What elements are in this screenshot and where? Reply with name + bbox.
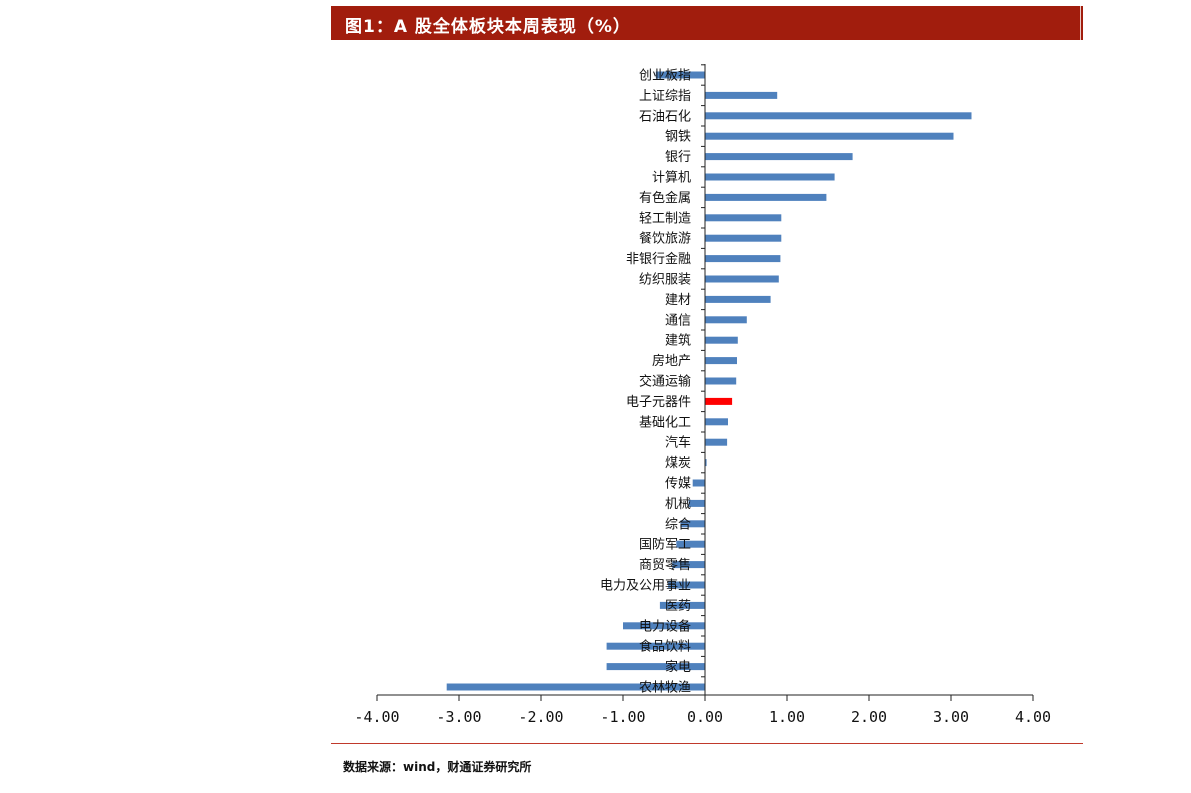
x-tick-label-1: -3.00	[436, 708, 481, 726]
bar-28	[606, 642, 705, 650]
bar-12	[705, 316, 747, 324]
x-tick-label-7: 3.00	[933, 708, 969, 726]
source-divider	[331, 743, 1083, 744]
category-label-2: 石油石化	[639, 109, 691, 124]
bar-24	[672, 561, 705, 569]
bar-16	[705, 397, 733, 405]
category-label-17: 基础化工	[639, 415, 691, 430]
bar-13	[705, 336, 738, 344]
x-tick-label-2: -2.00	[518, 708, 563, 726]
category-label-7: 轻工制造	[639, 211, 691, 226]
category-label-4: 银行	[665, 150, 691, 165]
bar-21	[688, 499, 705, 507]
bar-25	[668, 581, 705, 589]
bar-10	[705, 275, 779, 283]
category-label-27: 电力设备	[639, 618, 691, 634]
x-tick-label-3: -1.00	[600, 708, 645, 726]
category-label-29: 家电	[665, 659, 691, 675]
category-label-28: 食品饮料	[639, 639, 691, 655]
bar-14	[705, 357, 737, 365]
bar-29	[606, 663, 705, 671]
category-label-16: 电子元器件	[626, 395, 691, 410]
category-label-18: 汽车	[665, 435, 691, 451]
chart-title: 图1：A 股全体板块本周表现（%）	[345, 17, 631, 37]
x-tick-label-5: 1.00	[769, 708, 805, 726]
bar-26	[659, 601, 705, 609]
bar-18	[705, 438, 728, 446]
category-label-10: 纺织服装	[639, 273, 691, 288]
category-label-6: 有色金属	[639, 190, 691, 206]
bar-27	[623, 622, 705, 630]
category-label-5: 计算机	[652, 171, 691, 186]
category-label-0: 创业板指	[639, 69, 691, 84]
bar-group	[446, 71, 972, 691]
bar-7	[705, 214, 782, 222]
category-label-23: 国防军工	[639, 537, 691, 553]
bar-9	[705, 255, 781, 263]
bar-17	[705, 418, 728, 426]
bar-3	[705, 132, 954, 140]
bar-30	[446, 683, 705, 691]
bar-2	[705, 112, 972, 120]
bar-6	[705, 193, 827, 201]
bar-19	[705, 459, 707, 467]
category-label-15: 交通运输	[639, 374, 691, 390]
category-label-20: 传媒	[665, 477, 691, 492]
category-label-8: 餐饮旅游	[639, 231, 691, 247]
category-label-19: 煤炭	[665, 456, 691, 471]
category-label-24: 商贸零售	[639, 557, 691, 573]
title-bar-edge	[1080, 6, 1083, 40]
bar-15	[705, 377, 737, 385]
chart-title-bar: 图1：A 股全体板块本周表现（%）	[331, 6, 1083, 40]
category-label-25: 电力及公用事业	[600, 579, 691, 594]
category-label-11: 建材	[665, 293, 691, 308]
source-note: 数据来源：wind，财通证券研究所	[343, 760, 532, 774]
category-label-9: 非银行金融	[626, 251, 691, 267]
bar-22	[680, 520, 705, 528]
category-label-13: 建筑	[665, 333, 691, 349]
category-label-26: 医药	[665, 599, 691, 614]
category-label-30: 农林牧渔	[639, 681, 691, 696]
category-label-14: 房地产	[652, 353, 691, 369]
category-label-1: 上证综指	[639, 89, 691, 104]
x-tick-label-0: -4.00	[354, 708, 399, 726]
category-label-3: 钢铁	[665, 130, 691, 145]
bar-20	[692, 479, 705, 487]
x-tick-label-6: 2.00	[851, 708, 887, 726]
category-label-21: 机械	[665, 497, 691, 512]
bar-0	[655, 71, 705, 79]
bar-4	[705, 153, 853, 161]
category-label-12: 通信	[665, 313, 691, 328]
x-tick-label-4: 0.00	[687, 708, 723, 726]
bar-5	[705, 173, 835, 181]
bar-11	[705, 295, 771, 303]
category-labels-group: 创业板指上证综指石油石化钢铁银行计算机有色金属轻工制造餐饮旅游非银行金融纺织服装…	[600, 69, 691, 696]
bar-8	[705, 234, 782, 242]
category-label-22: 综合	[665, 517, 691, 532]
bar-1	[705, 91, 778, 99]
x-tick-label-8: 4.00	[1015, 708, 1051, 726]
bar-23	[676, 540, 705, 548]
axes-group: -4.00 -3.00 -2.00 -1.00 0.00 1.00 2.00 3.00 4.00	[354, 64, 1051, 726]
